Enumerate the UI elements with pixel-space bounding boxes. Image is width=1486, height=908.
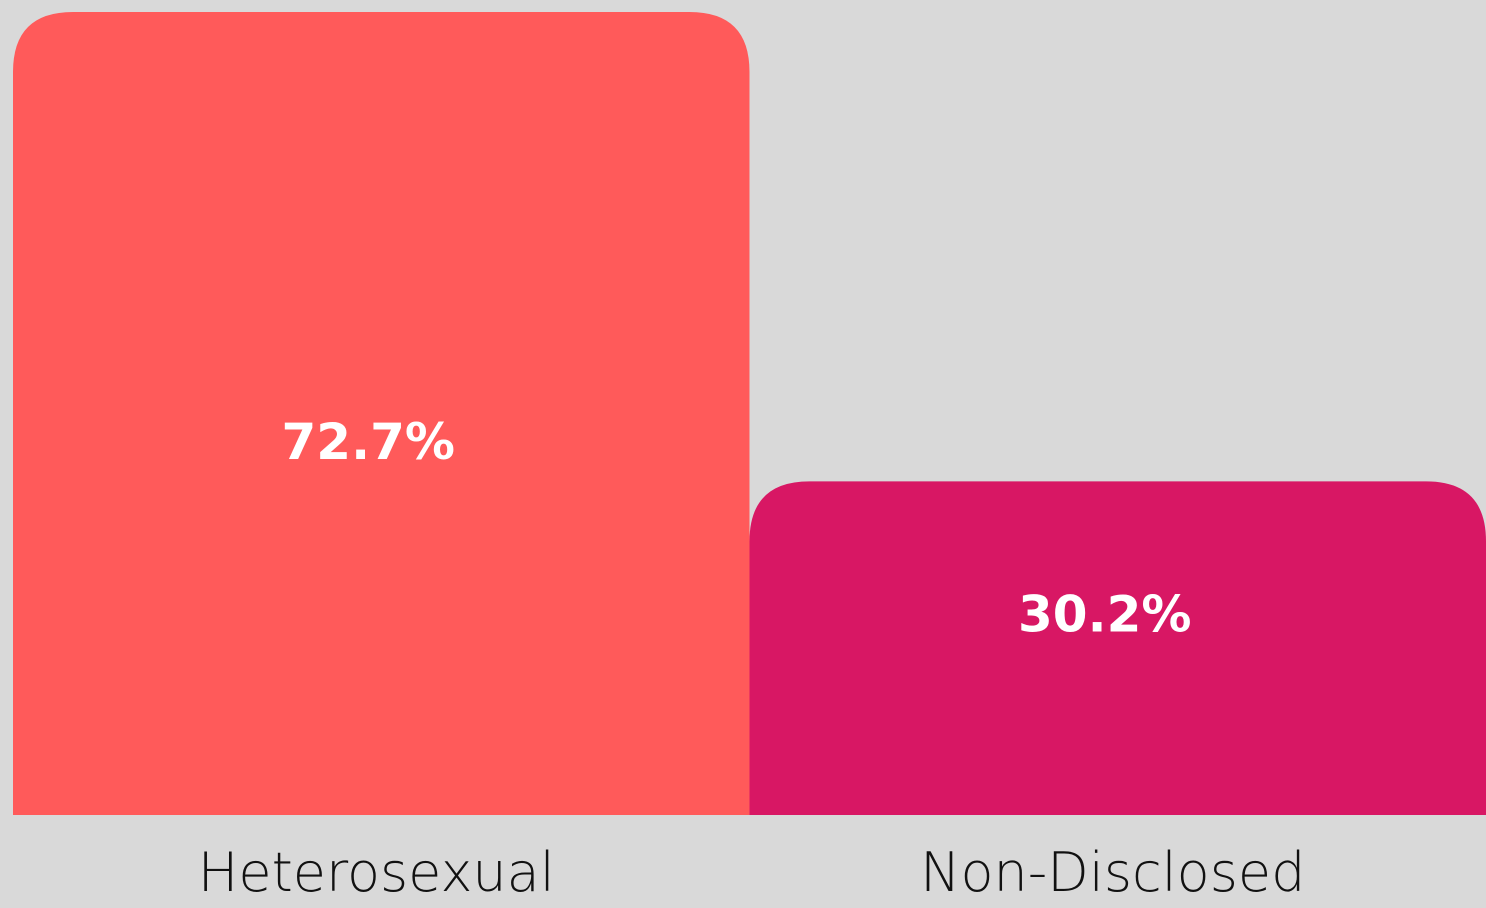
value-label: 30.2%	[1018, 586, 1191, 644]
value-label: 72.7%	[282, 413, 455, 471]
x-tick-label: Heterosexual	[198, 841, 555, 904]
bar	[749, 481, 1486, 815]
x-tick-label: Non-Disclosed	[920, 841, 1305, 904]
bar	[13, 12, 750, 815]
